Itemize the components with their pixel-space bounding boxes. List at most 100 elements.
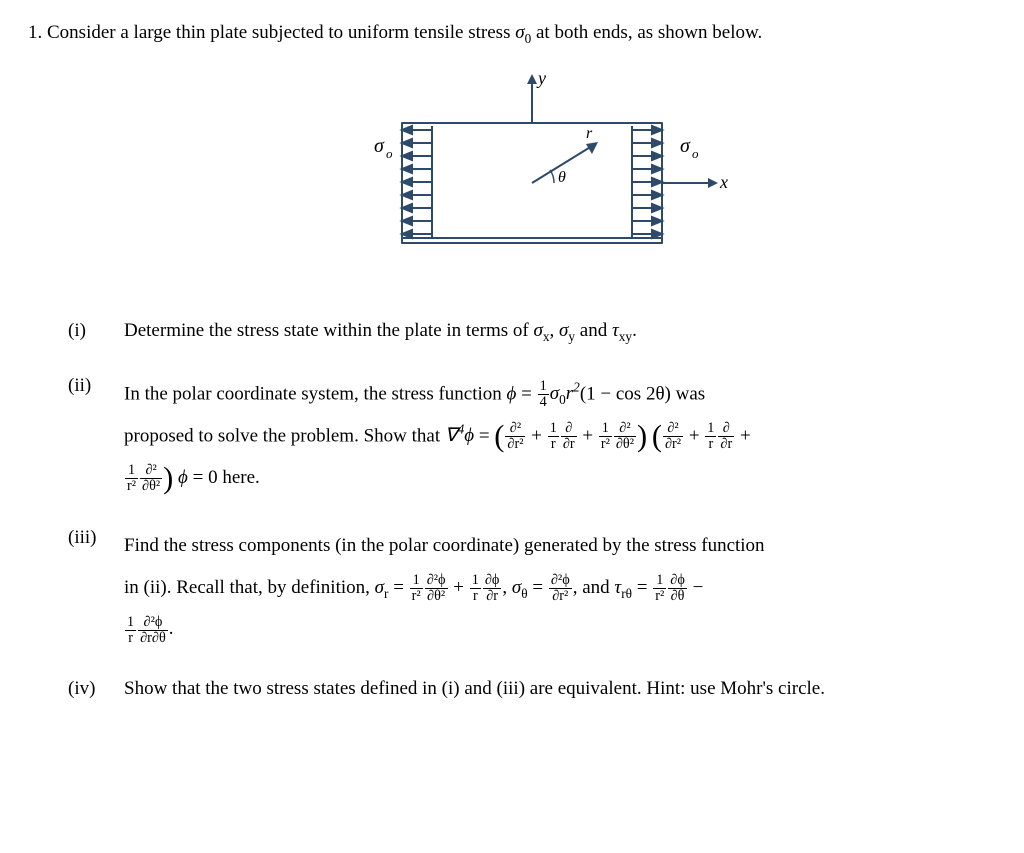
eq1: = — [516, 383, 536, 404]
part-iii-label: (iii) — [68, 525, 124, 552]
sigma0: σ — [515, 22, 524, 43]
op5ad: r — [705, 436, 716, 452]
op3bn: ∂² — [614, 421, 636, 436]
sigth: σ — [512, 577, 521, 598]
sig0-sub: 0 — [559, 392, 566, 407]
t4: 1r² — [653, 573, 666, 604]
op6bn: ∂² — [140, 463, 162, 478]
den14: 4 — [538, 394, 549, 410]
t1bd: ∂θ² — [425, 588, 448, 604]
eq5: = — [632, 577, 652, 598]
op2an: 1 — [548, 421, 559, 436]
and2: , and — [573, 577, 615, 598]
frac-1-4: 14 — [538, 379, 549, 410]
t2d: r — [470, 588, 481, 604]
iii-line2-before: in (ii). Recall that, by definition, — [124, 577, 375, 598]
part-i-label: (i) — [68, 318, 124, 345]
op4d: ∂r² — [663, 436, 683, 452]
part-iv: (iv) Show that the two stress states def… — [68, 676, 996, 703]
op2ad: r — [548, 436, 559, 452]
t1n: 1 — [410, 573, 423, 588]
op6an: 1 — [125, 463, 138, 478]
period2: . — [169, 618, 174, 639]
ii-before: In the polar coordinate system, the stre… — [124, 383, 507, 404]
and1: and — [575, 320, 612, 341]
svg-text:o: o — [692, 146, 699, 161]
t3: ∂²ϕ∂r² — [549, 573, 572, 604]
op6b: ∂²∂θ² — [140, 463, 162, 494]
t2: 1r — [470, 573, 481, 604]
plus3: + — [684, 425, 704, 446]
part-ii-body: In the polar coordinate system, the stre… — [124, 373, 996, 499]
tau-xy-sub: xy — [619, 329, 632, 344]
t2n: 1 — [470, 573, 481, 588]
svg-text:θ: θ — [558, 169, 566, 186]
t2bn: ∂ϕ — [483, 573, 502, 588]
stmt-after: at both ends, as shown below. — [531, 22, 762, 43]
op4n: ∂² — [663, 421, 683, 436]
t5bd: ∂r∂θ — [138, 630, 168, 646]
op4: ∂²∂r² — [663, 421, 683, 452]
part-iv-body: Show that the two stress states defined … — [124, 676, 996, 703]
op2b: ∂∂r — [561, 421, 577, 452]
t1d: r² — [410, 588, 423, 604]
op2bn: ∂ — [561, 421, 577, 436]
t4n: 1 — [653, 573, 666, 588]
op5bn: ∂ — [718, 421, 734, 436]
eq3: = — [388, 577, 408, 598]
phi-1: ϕ — [507, 383, 517, 404]
zero-here: = 0 here. — [188, 467, 260, 488]
op3an: 1 — [599, 421, 612, 436]
iii-line1: Find the stress components (in the polar… — [124, 535, 765, 556]
comma1: , — [549, 320, 559, 341]
op2bd: ∂r — [561, 436, 577, 452]
part-iv-label: (iv) — [68, 676, 124, 703]
part-ii-label: (ii) — [68, 373, 124, 400]
op5a: 1r — [705, 421, 716, 452]
comma2: , — [502, 577, 512, 598]
svg-text:σ: σ — [680, 135, 691, 157]
op6ad: r² — [125, 478, 138, 494]
svg-text:o: o — [386, 146, 393, 161]
t4b: ∂ϕ∂θ — [668, 573, 687, 604]
op5an: 1 — [705, 421, 716, 436]
op1n: ∂² — [505, 421, 525, 436]
t5n: 1 — [125, 615, 136, 630]
num14: 1 — [538, 379, 549, 394]
op6a: 1r² — [125, 463, 138, 494]
plus5: + — [449, 577, 469, 598]
t2b: ∂ϕ∂r — [483, 573, 502, 604]
t1bn: ∂²ϕ — [425, 573, 448, 588]
t2bd: ∂r — [483, 588, 502, 604]
t5d: r — [125, 630, 136, 646]
op5bd: ∂r — [718, 436, 734, 452]
sigr: σ — [375, 577, 384, 598]
t3n: ∂²ϕ — [549, 573, 572, 588]
t5bn: ∂²ϕ — [138, 615, 168, 630]
problem-number: 1. — [28, 22, 42, 43]
part-iii: (iii) Find the stress components (in the… — [68, 525, 996, 650]
t4bd: ∂θ — [668, 588, 687, 604]
nabla: ∇ — [445, 425, 458, 446]
op1: ∂²∂r² — [505, 421, 525, 452]
t1b: ∂²ϕ∂θ² — [425, 573, 448, 604]
op2a: 1r — [548, 421, 559, 452]
part-ii: (ii) In the polar coordinate system, the… — [68, 373, 996, 499]
part-iii-body: Find the stress components (in the polar… — [124, 525, 996, 650]
svg-text:r: r — [586, 125, 593, 142]
phi-2: ϕ — [464, 425, 474, 446]
t4bn: ∂ϕ — [668, 573, 687, 588]
plus1: + — [526, 425, 546, 446]
op3ad: r² — [599, 436, 612, 452]
tau-xy: τ — [612, 320, 619, 341]
t3d: ∂r² — [549, 588, 572, 604]
op1d: ∂r² — [505, 436, 525, 452]
op3b: ∂²∂θ² — [614, 421, 636, 452]
was: was — [671, 383, 705, 404]
sigma-y: σ — [559, 320, 568, 341]
svg-text:x: x — [719, 172, 728, 192]
svg-text:σ: σ — [374, 135, 385, 157]
parts-list: (i) Determine the stress state within th… — [68, 318, 996, 702]
phi-3: ϕ — [178, 467, 188, 488]
op3bd: ∂θ² — [614, 436, 636, 452]
